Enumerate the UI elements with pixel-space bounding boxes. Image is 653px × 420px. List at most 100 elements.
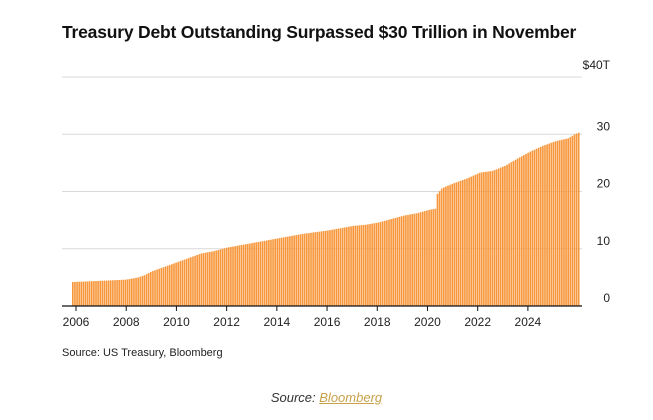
- y-tick-label-0: 0: [603, 291, 610, 305]
- bar: [270, 239, 272, 306]
- x-tick-label-2010: 2010: [163, 315, 190, 329]
- bar: [337, 228, 340, 306]
- bar: [221, 248, 224, 306]
- bar: [483, 172, 485, 306]
- x-tick-label-2006: 2006: [63, 315, 90, 329]
- y-tick-label-10: 10: [597, 234, 611, 248]
- bar: [143, 275, 146, 306]
- bar: [339, 228, 342, 306]
- bar: [369, 224, 371, 306]
- bar: [213, 251, 215, 306]
- bar: [499, 167, 502, 306]
- bar: [343, 227, 346, 306]
- bar: [177, 261, 180, 306]
- bar: [261, 241, 264, 306]
- bar: [274, 238, 276, 306]
- bar: [502, 166, 504, 306]
- bar: [293, 235, 295, 306]
- bar: [428, 209, 430, 306]
- x-tick-label-2018: 2018: [364, 315, 391, 329]
- bar: [383, 220, 386, 306]
- bar: [556, 140, 559, 306]
- bar: [329, 230, 331, 306]
- bar: [196, 255, 199, 306]
- bar: [276, 238, 279, 306]
- bar: [381, 221, 384, 306]
- bar: [512, 161, 515, 306]
- bar: [346, 227, 348, 306]
- bar: [430, 209, 432, 306]
- bar: [101, 280, 104, 306]
- bar: [145, 274, 148, 306]
- bar: [367, 224, 369, 306]
- bar: [421, 211, 424, 306]
- bar: [185, 258, 188, 306]
- bar: [217, 250, 220, 306]
- bar: [164, 266, 167, 306]
- source-note: Source: US Treasury, Bloomberg: [62, 347, 223, 359]
- bar: [152, 271, 154, 306]
- bar: [156, 269, 158, 306]
- bar: [200, 253, 203, 306]
- bar: [516, 158, 519, 306]
- caption-prefix: Source:: [270, 390, 320, 405]
- bar: [400, 216, 403, 306]
- bar: [394, 217, 397, 306]
- image-caption: Source: Bloomberg: [0, 390, 653, 405]
- bar: [453, 183, 456, 306]
- bar: [238, 245, 241, 306]
- y-tick-label-20: 20: [597, 177, 611, 191]
- bar: [82, 281, 85, 306]
- bar: [548, 143, 551, 306]
- bar: [227, 247, 230, 306]
- bar: [514, 159, 517, 306]
- bar: [289, 236, 291, 306]
- bar: [93, 281, 95, 306]
- bar: [575, 133, 578, 306]
- bar: [390, 219, 392, 306]
- bar: [272, 239, 274, 306]
- bar: [84, 281, 87, 306]
- bar: [487, 171, 489, 306]
- bar: [563, 139, 565, 306]
- bar: [190, 257, 192, 306]
- bar: [206, 252, 209, 306]
- bar: [327, 230, 329, 306]
- bar: [491, 170, 494, 306]
- bar: [386, 220, 388, 306]
- bar: [461, 180, 464, 306]
- bar: [76, 281, 78, 306]
- bar: [544, 145, 546, 306]
- bar: [86, 281, 89, 306]
- bar: [166, 265, 169, 306]
- bar: [561, 139, 563, 306]
- bar: [95, 281, 97, 306]
- bar: [194, 255, 196, 306]
- bar: [377, 222, 380, 306]
- bar: [314, 232, 317, 306]
- bar: [232, 246, 234, 306]
- bar: [181, 260, 184, 306]
- bar: [371, 223, 373, 306]
- bar: [105, 280, 108, 306]
- bar: [362, 224, 365, 306]
- bar: [147, 273, 150, 306]
- bar: [160, 267, 163, 306]
- bar: [255, 242, 258, 306]
- bar: [440, 188, 443, 306]
- bar: [240, 245, 243, 306]
- bar: [424, 211, 426, 306]
- bar: [554, 141, 557, 306]
- bar: [472, 175, 475, 306]
- bar: [131, 278, 133, 306]
- bar: [126, 279, 129, 306]
- bar: [504, 165, 506, 306]
- bar: [316, 231, 319, 306]
- source-link[interactable]: Bloomberg: [319, 390, 383, 405]
- bar: [388, 219, 390, 306]
- bar: [109, 280, 112, 306]
- bar: [301, 233, 304, 306]
- bar: [520, 156, 523, 306]
- x-tick-label-2022: 2022: [464, 315, 491, 329]
- bar: [464, 179, 466, 306]
